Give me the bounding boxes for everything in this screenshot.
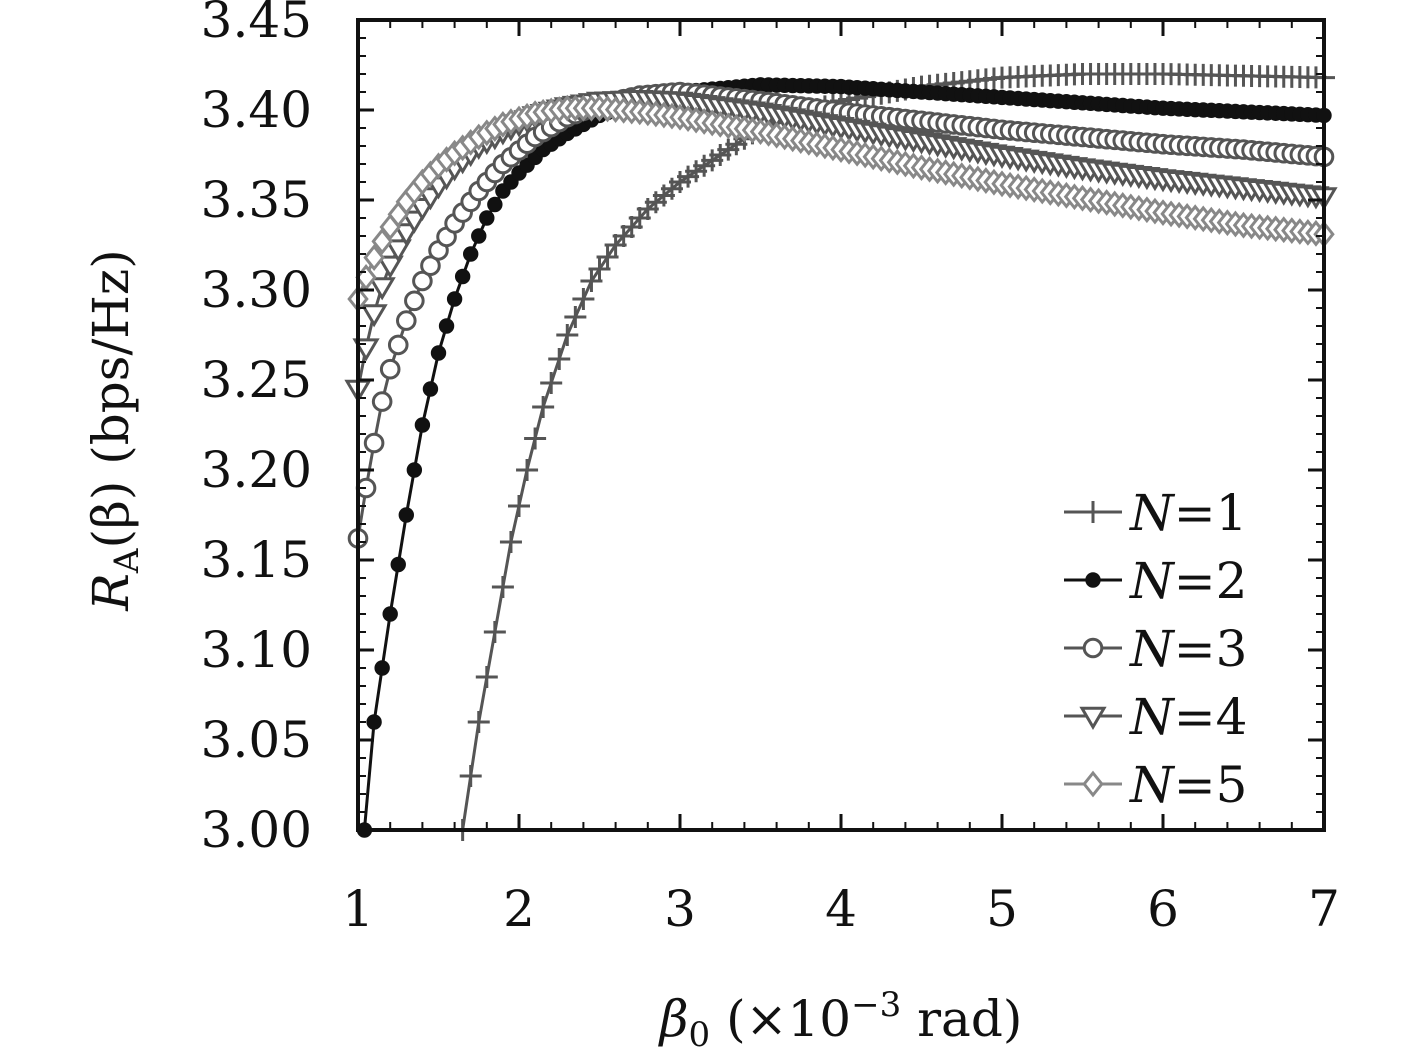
data-point	[382, 606, 398, 622]
data-point	[516, 459, 539, 481]
data-point	[396, 310, 417, 331]
x-tick-label: 7	[1308, 880, 1340, 938]
data-point	[360, 304, 388, 328]
legend: N=1 N=2 N=3 N=4 N=5	[1064, 484, 1247, 814]
data-point	[371, 391, 393, 412]
y-tick-label: 3.40	[201, 81, 312, 139]
data-point	[412, 270, 433, 292]
data-point	[371, 227, 393, 255]
data-point	[467, 711, 490, 733]
data-point	[420, 255, 441, 277]
data-point	[390, 556, 406, 573]
x-axis-title: β0 (×10−3 rad)	[658, 985, 1023, 1055]
data-point	[368, 277, 396, 301]
y-tick-label: 3.35	[201, 171, 312, 229]
legend-label: N=2	[1129, 552, 1247, 610]
data-point	[454, 268, 471, 285]
y-tick-label: 3.45	[201, 0, 312, 49]
data-point	[532, 396, 555, 418]
legend-entry: N=4	[1064, 688, 1247, 746]
data-point	[363, 432, 385, 454]
legend-entry: N=1	[1064, 484, 1247, 542]
data-point	[379, 358, 401, 380]
y-tick-label: 3.30	[201, 261, 312, 319]
data-point	[499, 531, 522, 553]
y-tick-label: 3.15	[201, 531, 312, 589]
y-axis-title: RA(β) (bps/Hz)	[82, 249, 147, 612]
data-point	[387, 334, 409, 356]
data-point	[491, 576, 514, 598]
x-tick-label: 6	[1147, 880, 1179, 938]
data-point	[446, 291, 463, 307]
series-1	[451, 63, 1335, 841]
data-point	[404, 290, 425, 312]
data-point	[398, 507, 414, 523]
data-point	[471, 228, 487, 244]
legend-label: N=4	[1129, 688, 1247, 746]
data-point	[475, 666, 498, 688]
data-point	[1085, 572, 1101, 588]
data-point	[363, 244, 385, 272]
data-point	[487, 196, 503, 213]
data-point	[406, 462, 423, 478]
data-point	[548, 348, 571, 370]
data-point	[588, 258, 611, 280]
data-point	[366, 714, 382, 730]
y-tick-label: 3.00	[201, 801, 312, 859]
data-point	[479, 210, 495, 226]
data-point	[580, 270, 603, 292]
data-point	[430, 345, 447, 361]
data-point	[438, 318, 455, 334]
legend-label: N=5	[1129, 756, 1247, 814]
data-point	[483, 621, 506, 643]
y-tick-label: 3.05	[201, 711, 312, 769]
legend-label: N=3	[1129, 620, 1247, 678]
data-point	[414, 417, 431, 433]
data-point	[596, 246, 619, 268]
data-point	[508, 495, 530, 517]
data-point	[1082, 637, 1104, 659]
data-point	[540, 372, 563, 394]
legend-entry: N=5	[1064, 756, 1247, 814]
legend-entry: N=2	[1064, 552, 1247, 610]
data-point	[374, 660, 390, 676]
y-tick-label: 3.25	[201, 351, 312, 409]
x-tick-label: 1	[342, 880, 374, 938]
x-tick-label: 4	[825, 880, 857, 938]
data-point	[1082, 770, 1104, 798]
data-point	[556, 324, 579, 346]
data-point	[572, 288, 595, 310]
series-4	[344, 90, 1338, 403]
data-point	[564, 306, 587, 328]
x-tick-label: 3	[664, 880, 696, 938]
data-point	[422, 381, 439, 397]
data-point	[1079, 706, 1107, 730]
data-point	[1082, 501, 1104, 523]
y-tick-label: 3.20	[201, 441, 312, 499]
data-point	[384, 239, 412, 263]
x-tick-label: 5	[986, 880, 1018, 938]
x-tick-label: 2	[503, 880, 535, 938]
y-tick-label: 3.10	[201, 621, 312, 679]
data-point	[524, 427, 547, 450]
series-5	[347, 94, 1335, 313]
axes-layer: 1 2 3 4 5 6 7 3.00 3.05 3.10 3.15 3.20 3.25 3.30 3.35 3…	[201, 0, 1340, 938]
data-point	[459, 765, 482, 787]
legend-entry: N=3	[1064, 620, 1247, 678]
legend-label: N=1	[1129, 484, 1247, 542]
data-point	[463, 246, 479, 262]
data-point	[376, 255, 404, 279]
